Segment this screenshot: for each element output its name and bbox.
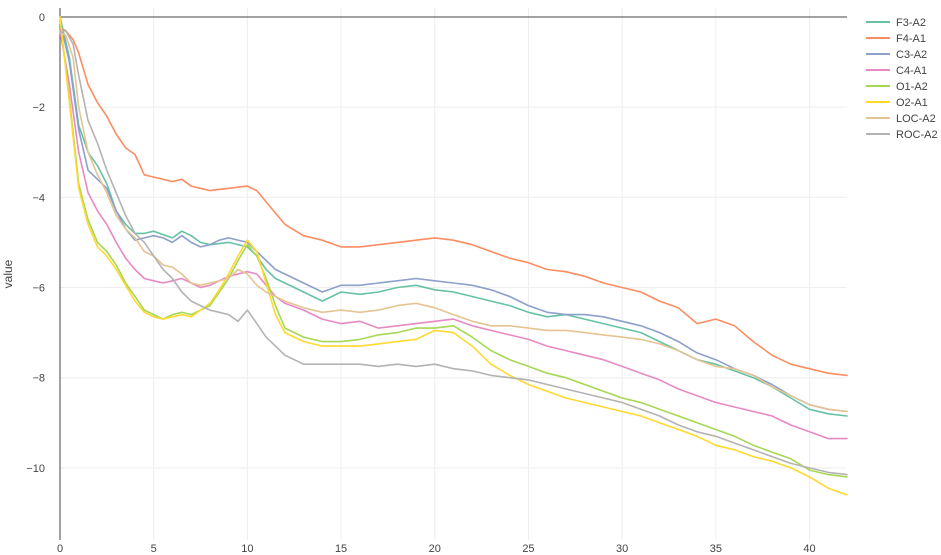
series-line-o1-a2 bbox=[59, 18, 848, 478]
legend-label: ROC-A2 bbox=[896, 129, 938, 141]
y-tick-label: −8 bbox=[32, 373, 45, 385]
series-lines bbox=[59, 16, 848, 496]
legend-label: F4-A1 bbox=[896, 33, 926, 45]
series-line-c3-a2 bbox=[59, 20, 848, 413]
legend-item-loc-a2[interactable]: LOC-A2 bbox=[866, 113, 936, 125]
y-axis-ticks: 0 −2 −4 −6 −8 −10 bbox=[26, 12, 45, 475]
legend-item-c4-a1[interactable]: C4-A1 bbox=[866, 65, 927, 77]
series-line-roc-a2 bbox=[59, 29, 848, 476]
x-tick-label: 15 bbox=[335, 543, 347, 555]
y-axis-title: value bbox=[1, 259, 15, 288]
legend-item-roc-a2[interactable]: ROC-A2 bbox=[866, 129, 938, 141]
legend-label: C3-A2 bbox=[896, 49, 927, 61]
legend[interactable]: F3-A2 F4-A1 C3-A2 C4-A1 O1-A2 O2-A1 LOC-A2 ROC-… bbox=[866, 17, 938, 141]
series-line-f4-a1 bbox=[59, 27, 848, 377]
y-tick-label: −4 bbox=[32, 192, 45, 204]
x-axis-ticks: 0 5 10 15 20 25 30 35 40 bbox=[57, 543, 816, 555]
series-line-f3-a2 bbox=[59, 16, 848, 417]
legend-item-c3-a2[interactable]: C3-A2 bbox=[866, 49, 927, 61]
x-tick-label: 20 bbox=[429, 543, 441, 555]
legend-label: C4-A1 bbox=[896, 65, 927, 77]
series-line-c4-a1 bbox=[59, 29, 848, 440]
x-tick-label: 35 bbox=[710, 543, 722, 555]
grid bbox=[60, 8, 847, 540]
legend-item-o1-a2[interactable]: O1-A2 bbox=[866, 81, 928, 93]
x-tick-label: 10 bbox=[241, 543, 253, 555]
y-tick-label: −10 bbox=[26, 463, 45, 475]
y-tick-label: −2 bbox=[32, 102, 45, 114]
x-tick-label: 40 bbox=[803, 543, 815, 555]
x-tick-label: 5 bbox=[151, 543, 157, 555]
series-line-loc-a2 bbox=[59, 31, 848, 413]
x-tick-label: 0 bbox=[57, 543, 63, 555]
legend-item-f4-a1[interactable]: F4-A1 bbox=[866, 33, 926, 45]
axes bbox=[59, 8, 847, 540]
x-tick-label: 30 bbox=[616, 543, 628, 555]
legend-label: O2-A1 bbox=[896, 97, 928, 109]
legend-label: O1-A2 bbox=[896, 81, 928, 93]
y-tick-label: −6 bbox=[32, 283, 45, 295]
legend-item-o2-a1[interactable]: O2-A1 bbox=[866, 97, 928, 109]
legend-label: LOC-A2 bbox=[896, 113, 936, 125]
series-line-o2-a1 bbox=[59, 16, 848, 496]
legend-item-f3-a2[interactable]: F3-A2 bbox=[866, 17, 926, 29]
y-tick-label: 0 bbox=[39, 12, 45, 24]
x-tick-label: 25 bbox=[522, 543, 534, 555]
legend-label: F3-A2 bbox=[896, 17, 926, 29]
